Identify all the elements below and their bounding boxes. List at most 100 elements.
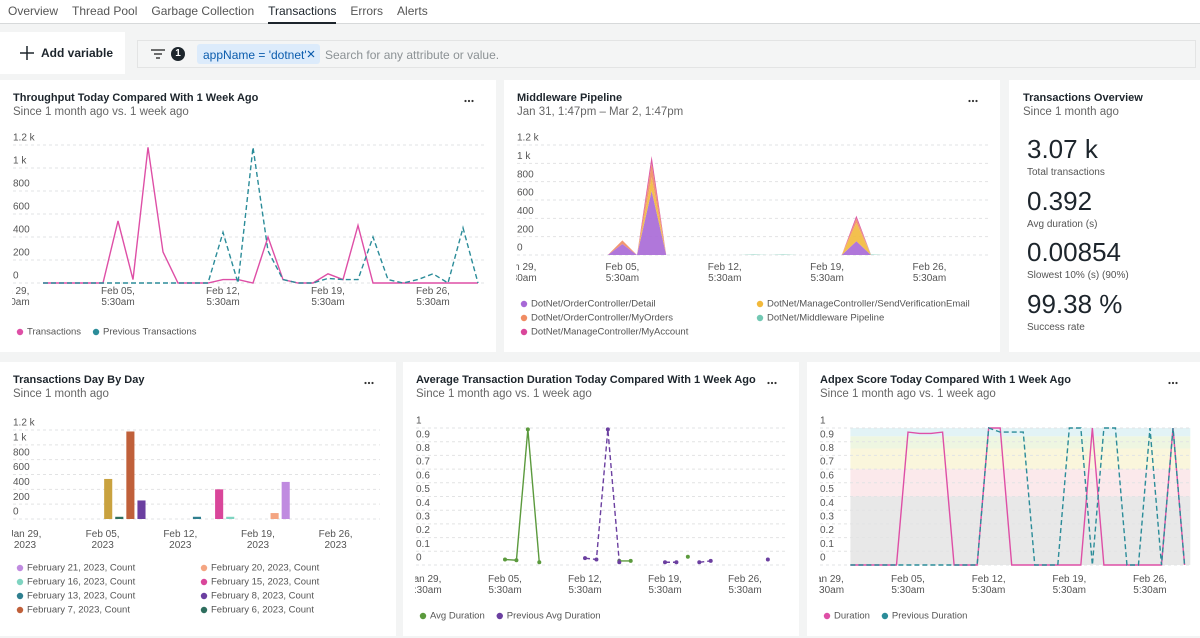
y-tick-label: 0.8 <box>820 443 834 454</box>
y-tick-label: 1 <box>416 416 422 427</box>
x-tick-label: Feb 19, 5:30am <box>1034 574 1104 596</box>
data-point <box>606 427 610 431</box>
x-tick-label: Feb 05, 2023 <box>68 529 138 551</box>
filter-chip[interactable]: appName = 'dotnet' <box>197 44 320 64</box>
chart-card: Adpex Score Today Compared With 1 Week A… <box>807 362 1200 636</box>
x-tick-label: Jan 29, 5:30am <box>12 286 48 308</box>
y-tick-label: 0.4 <box>416 498 430 509</box>
y-tick-label: 1.2 k <box>13 418 36 429</box>
legend-marker <box>824 613 830 619</box>
data-point <box>766 558 770 562</box>
y-tick-label: 0.5 <box>416 484 430 495</box>
legend-marker <box>201 593 207 599</box>
tab[interactable]: Garbage Collection <box>151 0 254 23</box>
menu-button[interactable] <box>767 382 776 384</box>
data-point <box>503 558 507 562</box>
legend-label: Previous Transactions <box>103 327 197 338</box>
add-variable-button[interactable]: Add variable <box>0 32 125 74</box>
menu-dot <box>368 382 370 384</box>
search-placeholder[interactable]: Search for any attribute or value. <box>325 48 499 62</box>
menu-dot <box>774 382 776 384</box>
data-point <box>709 559 713 563</box>
legend-label: February 13, 2023, Count <box>27 591 136 602</box>
filter-chip-label: appName = 'dotnet' <box>203 48 307 62</box>
legend-label: DotNet/OrderController/Detail <box>531 299 656 310</box>
y-tick-label: 0.1 <box>820 539 834 550</box>
legend-marker <box>17 329 23 335</box>
metric-value: 3.07 k <box>1027 134 1098 165</box>
bar <box>104 479 112 519</box>
tab[interactable]: Thread Pool <box>72 0 137 23</box>
y-tick-label: 0 <box>416 553 422 564</box>
y-tick-label: 0.4 <box>820 498 834 509</box>
chart-title: Transactions Day By Day <box>13 374 145 386</box>
y-tick-label: 800 <box>13 179 30 190</box>
y-tick-label: 1 k <box>517 151 531 162</box>
chart-title: Adpex Score Today Compared With 1 Week A… <box>820 374 1071 386</box>
data-point <box>537 560 541 564</box>
menu-dot <box>972 100 974 102</box>
legend-marker <box>17 565 23 571</box>
data-point <box>514 558 518 562</box>
metric-value: 0.00854 <box>1027 237 1121 268</box>
x-tick-label: Jan 29, 2023 <box>12 529 60 551</box>
bar <box>282 482 290 519</box>
chart-subtitle: Jan 31, 1:47pm – Mar 2, 1:47pm <box>517 106 683 118</box>
menu-dot <box>767 382 769 384</box>
filter-bar[interactable]: 1 appName = 'dotnet' Search for any attr… <box>137 40 1196 68</box>
card-title: Transactions Overview <box>1023 92 1143 104</box>
menu-dot <box>1172 382 1174 384</box>
legend-marker <box>497 613 503 619</box>
chart: Transactions Day By Day Since 1 month ago… <box>0 362 396 636</box>
chart: Middleware PipelineJan 31, 1:47pm – Mar … <box>504 80 1000 352</box>
data-point <box>526 427 530 431</box>
legend-label: February 6, 2023, Count <box>211 605 314 616</box>
data-line <box>505 429 688 562</box>
data-area <box>549 163 973 255</box>
score-band <box>850 436 1190 448</box>
legend-label: DotNet/ManageController/MyAccount <box>531 327 689 338</box>
x-tick-label: Feb 12, 2023 <box>145 529 215 551</box>
menu-button[interactable] <box>968 100 977 102</box>
menu-dot <box>975 100 977 102</box>
remove-filter-icon[interactable] <box>306 49 316 59</box>
chart-subtitle: Since 1 month ago <box>13 388 109 400</box>
menu-button[interactable] <box>464 100 473 102</box>
y-tick-label: 200 <box>13 248 30 259</box>
tab[interactable]: Overview <box>8 0 58 23</box>
card-subtitle: Since 1 month ago <box>1023 106 1119 118</box>
x-tick-label: Jan 29, 5:30am <box>415 574 460 596</box>
bar <box>193 517 201 519</box>
metric-label: Success rate <box>1027 322 1085 333</box>
metric-value: 0.392 <box>1027 186 1092 217</box>
y-tick-label: 0.7 <box>416 457 430 468</box>
tab[interactable]: Transactions <box>268 0 336 23</box>
legend-marker <box>17 579 23 585</box>
legend-marker <box>201 565 207 571</box>
x-tick-label: Feb 05, 5:30am <box>873 574 943 596</box>
y-tick-label: 200 <box>517 224 534 235</box>
legend-label: DotNet/ManageController/SendVerification… <box>767 299 970 310</box>
y-tick-label: 0.2 <box>416 525 430 536</box>
legend-marker <box>17 593 23 599</box>
tab[interactable]: Errors <box>350 0 383 23</box>
data-point <box>617 560 621 564</box>
menu-button[interactable] <box>1168 382 1177 384</box>
y-tick-label: 0 <box>820 553 826 564</box>
metric-label: Avg duration (s) <box>1027 219 1097 230</box>
legend-label: DotNet/OrderController/MyOrders <box>531 313 673 324</box>
y-tick-label: 1 k <box>13 156 27 167</box>
y-tick-label: 0.6 <box>416 470 430 481</box>
legend-marker <box>521 315 527 321</box>
y-tick-label: 0 <box>13 271 19 282</box>
x-tick-label: Feb 05, 5:30am <box>587 262 657 284</box>
tab[interactable]: Alerts <box>397 0 428 23</box>
menu-button[interactable] <box>364 382 373 384</box>
y-tick-label: 1 <box>820 416 826 427</box>
legend-marker <box>93 329 99 335</box>
legend-label: Previous Avg Duration <box>507 611 601 622</box>
menu-dot <box>471 100 473 102</box>
y-tick-label: 400 <box>13 225 30 236</box>
legend-label: February 21, 2023, Count <box>27 563 136 574</box>
chart-card: Average Transaction Duration Today Compa… <box>403 362 799 636</box>
